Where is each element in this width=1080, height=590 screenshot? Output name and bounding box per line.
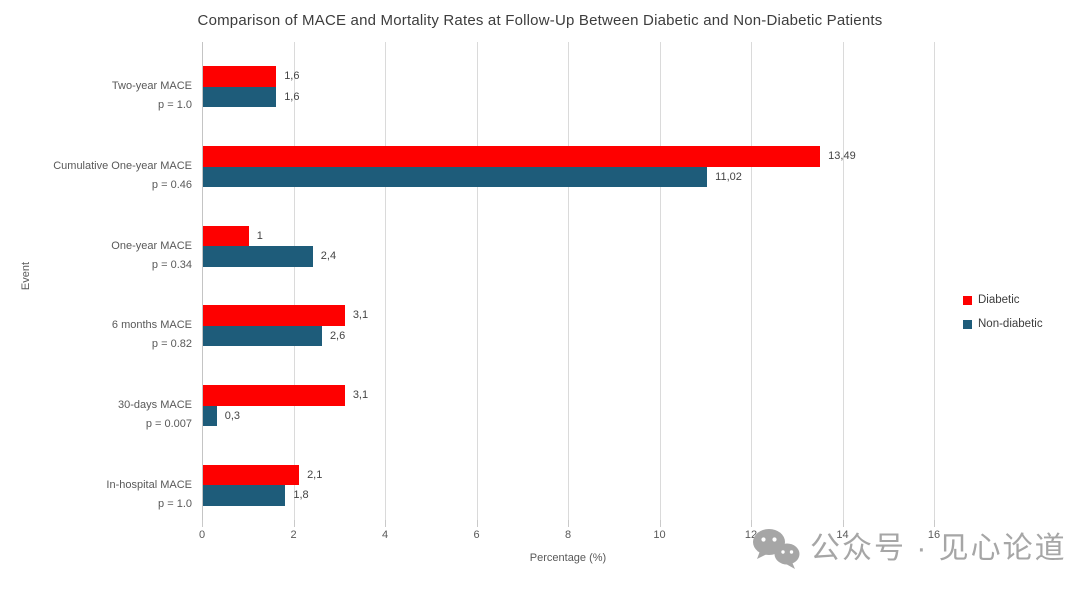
value-label: 1 <box>256 229 263 242</box>
p-value-label: p = 0.46 <box>151 179 192 191</box>
value-label: 2,1 <box>307 468 323 481</box>
value-label: 2,4 <box>320 250 337 263</box>
wechat-icon <box>753 529 800 569</box>
value-label: 1,8 <box>293 489 309 502</box>
bar-non-diabetic <box>203 86 277 108</box>
category-label: Cumulative One-year MACE p = 0.46 <box>0 157 192 195</box>
legend-item-non-diabetic: Non-diabetic <box>963 312 1043 336</box>
legend-item-diabetic: Diabetic <box>963 288 1043 312</box>
bar-non-diabetic <box>203 405 217 426</box>
x-tick-mark <box>934 520 935 527</box>
bar-non-diabetic <box>203 485 286 506</box>
x-tick-label: 0 <box>198 529 206 541</box>
plot-gridline <box>568 42 569 520</box>
value-label: 1,6 <box>284 70 300 83</box>
category-label: Two-year MACE p = 1.0 <box>0 77 192 115</box>
bar-diabetic <box>203 385 345 406</box>
category-name: 30-days MACE <box>118 399 192 411</box>
x-tick-mark <box>202 520 203 527</box>
plot-gridline <box>293 42 295 520</box>
plot-gridline <box>842 42 844 520</box>
bar-diabetic <box>203 225 249 247</box>
category-label: In-hospital MACE p = 1.0 <box>0 476 192 514</box>
x-axis-title: Percentage (%) <box>529 552 607 564</box>
bar-diabetic <box>203 464 300 486</box>
value-label: 3,1 <box>352 309 369 322</box>
plot-gridline <box>476 42 478 520</box>
watermark-text: 公众号 · 见心论道 <box>810 532 1067 565</box>
x-tick-label: 6 <box>473 529 480 541</box>
value-label: 13,49 <box>828 150 856 162</box>
category-name: In-hospital MACE <box>106 478 192 491</box>
value-label: 1,6 <box>284 90 300 103</box>
p-value-label: p = 0.007 <box>145 418 192 430</box>
category-name: Two-year MACE <box>111 80 192 93</box>
category-name: 6 months MACE <box>111 319 192 332</box>
chart-title: Comparison of MACE and Mortality Rates a… <box>197 12 883 29</box>
x-tick-mark <box>476 520 478 527</box>
category-label: One-year MACE p = 0.34 <box>0 237 192 275</box>
x-tick-label: 4 <box>381 529 389 541</box>
x-tick-label: 8 <box>564 529 572 541</box>
bar-diabetic <box>203 66 277 87</box>
p-value-label: p = 0.82 <box>151 338 192 351</box>
x-tick-label: 2 <box>290 529 297 541</box>
value-label: 11,02 <box>715 170 742 183</box>
watermark: 公众号 · 见心论道 <box>750 524 1067 574</box>
value-label: 0,3 <box>224 409 241 422</box>
plot-gridline <box>659 42 661 520</box>
plot-gridline <box>934 42 935 520</box>
x-tick-mark <box>842 520 844 527</box>
legend-swatch-non-diabetic <box>963 319 972 329</box>
legend: Diabetic Non-diabetic <box>963 288 1043 336</box>
category-name: One-year MACE <box>111 239 192 252</box>
plot-gridline <box>751 42 752 520</box>
category-label: 6 months MACE p = 0.82 <box>0 316 192 354</box>
legend-swatch-diabetic <box>963 295 972 305</box>
x-tick-mark <box>293 520 295 527</box>
value-label: 3,1 <box>352 389 369 401</box>
x-tick-label: 14 <box>836 529 849 541</box>
plot-gridline <box>385 42 386 520</box>
x-tick-mark <box>385 520 386 527</box>
bar-diabetic <box>203 305 345 326</box>
bar-diabetic <box>203 146 821 167</box>
bar-non-diabetic <box>203 166 708 187</box>
bar-non-diabetic <box>203 325 322 347</box>
x-tick-label: 16 <box>927 529 941 541</box>
x-tick-mark <box>659 520 661 527</box>
p-value-label: p = 0.34 <box>151 258 192 271</box>
bar-non-diabetic <box>203 246 313 267</box>
x-tick-mark <box>751 520 752 527</box>
y-axis-line <box>202 42 203 520</box>
legend-label-diabetic: Diabetic <box>978 294 1020 306</box>
value-label: 2,6 <box>329 329 346 342</box>
p-value-label: p = 1.0 <box>158 99 192 112</box>
x-tick-label: 10 <box>653 529 666 541</box>
p-value-label: p = 1.0 <box>158 497 192 510</box>
x-tick-mark <box>568 520 569 527</box>
category-name: Cumulative One-year MACE <box>53 160 192 172</box>
category-label: 30-days MACE p = 0.007 <box>0 396 192 434</box>
legend-label-non-diabetic: Non-diabetic <box>978 318 1043 330</box>
